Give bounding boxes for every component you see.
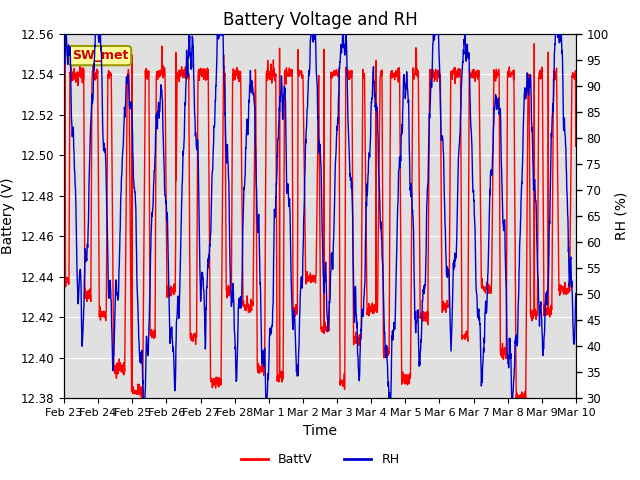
Y-axis label: Battery (V): Battery (V) — [1, 178, 15, 254]
X-axis label: Time: Time — [303, 424, 337, 438]
Title: Battery Voltage and RH: Battery Voltage and RH — [223, 11, 417, 29]
Legend: BattV, RH: BattV, RH — [236, 448, 404, 471]
Text: SW_met: SW_met — [72, 49, 128, 62]
Y-axis label: RH (%): RH (%) — [614, 192, 628, 240]
